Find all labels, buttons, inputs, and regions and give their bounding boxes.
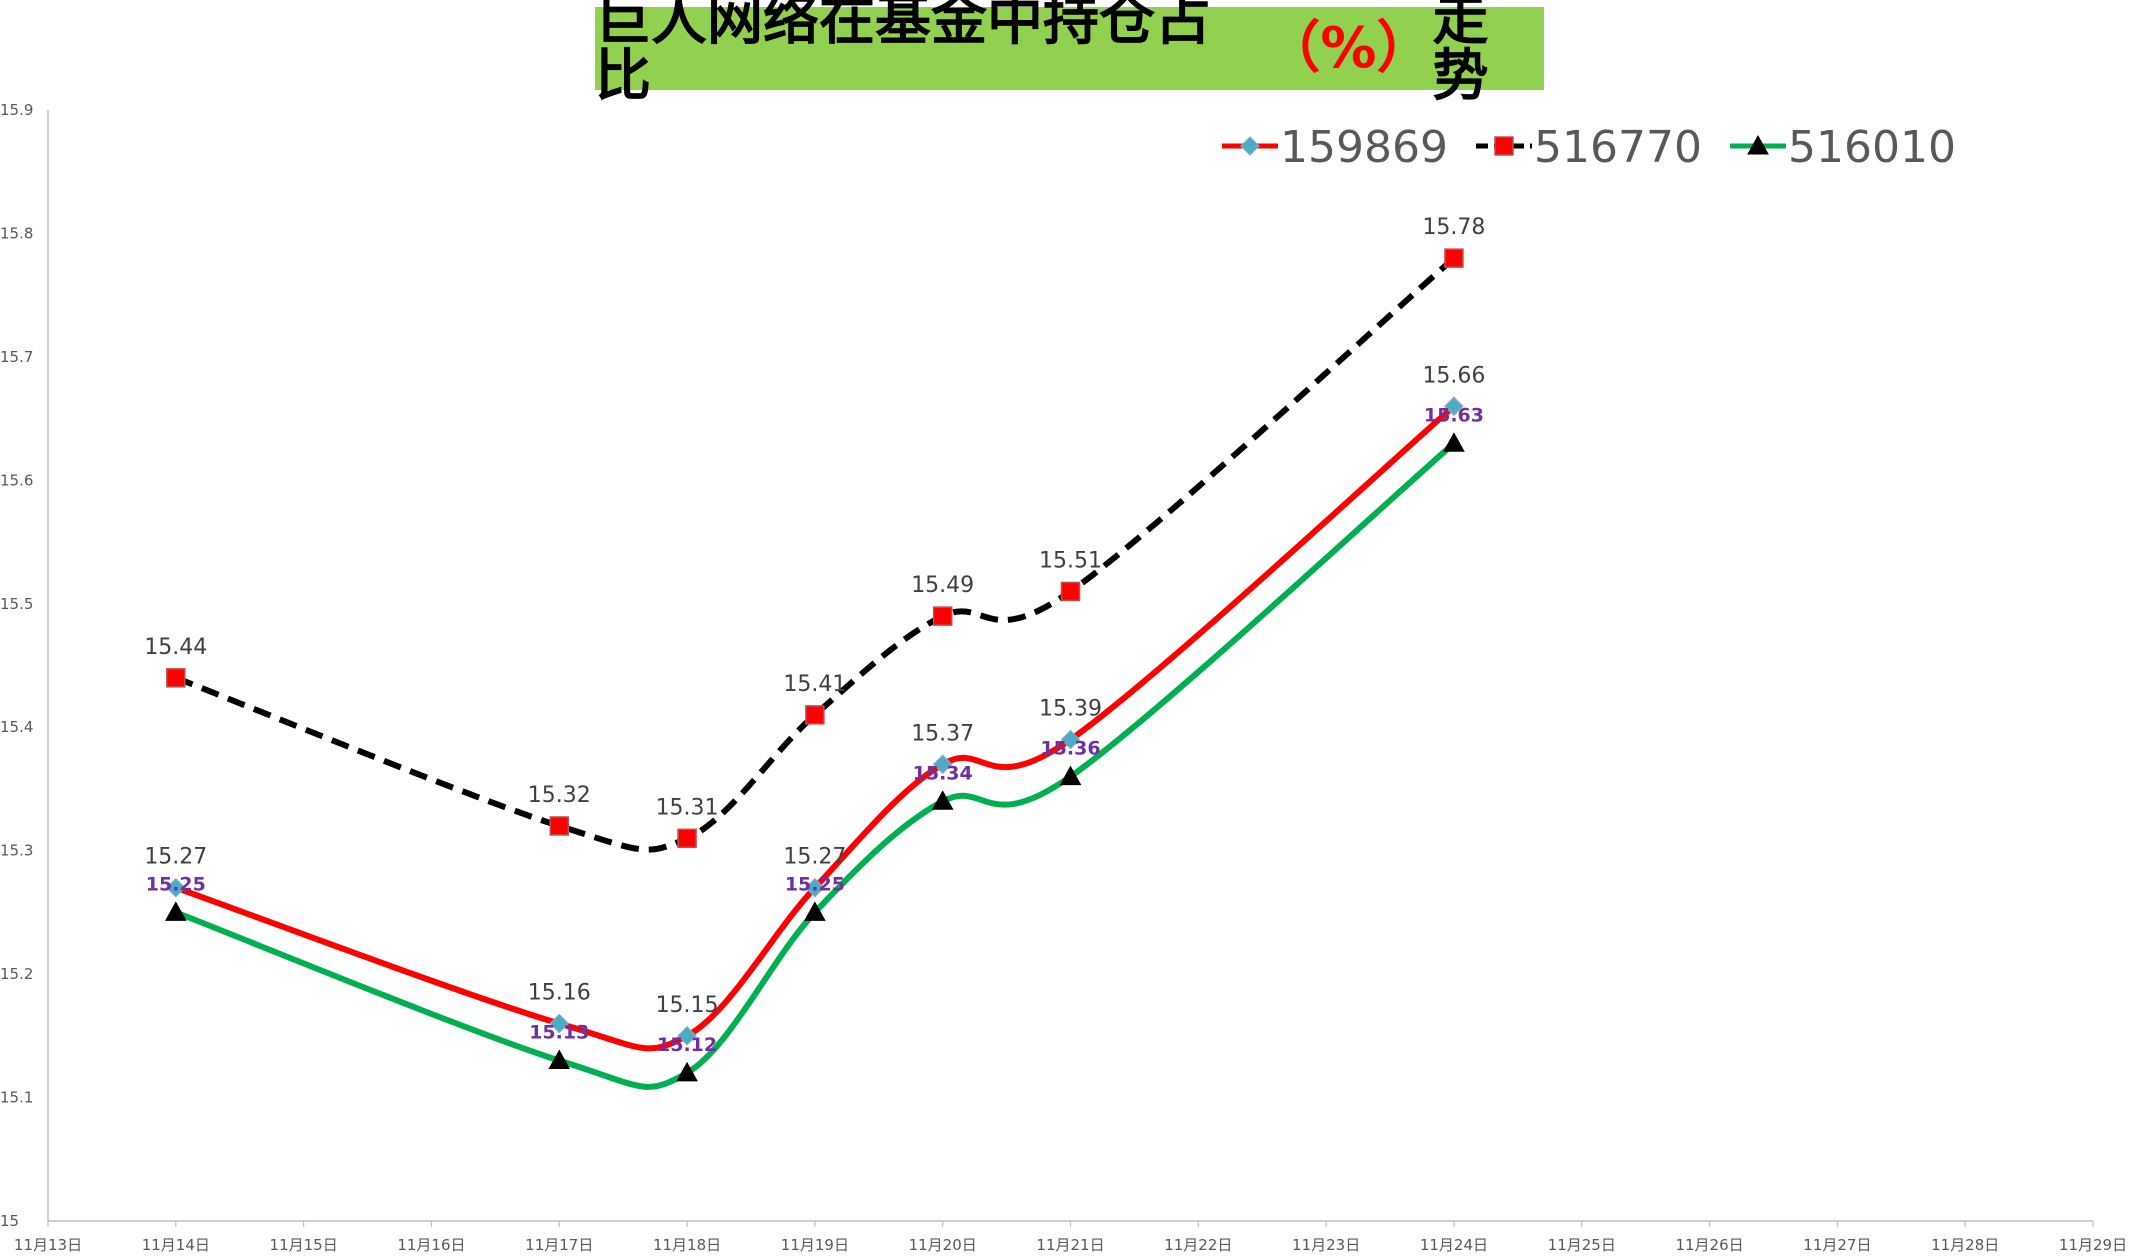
marker-516770 xyxy=(805,705,825,725)
chart-title-unit: （%） xyxy=(1264,15,1433,81)
x-tick-label: 11月20日 xyxy=(909,1236,977,1254)
y-tick-label: 15 xyxy=(0,1212,19,1230)
data-label-516770: 15.44 xyxy=(144,635,207,660)
y-tick-label: 15.1 xyxy=(0,1089,33,1107)
x-tick-label: 11月18日 xyxy=(653,1236,721,1254)
series-line-516010 xyxy=(172,440,1457,1090)
legend-label-159869: 159869 xyxy=(1280,122,1448,173)
marker-516770 xyxy=(677,828,697,849)
x-tick-label: 11月17日 xyxy=(525,1236,593,1254)
data-label-516770: 15.78 xyxy=(1422,215,1485,240)
data-label-516010: 15.13 xyxy=(529,1022,589,1044)
marker-516770 xyxy=(166,668,186,688)
series-markers xyxy=(164,248,1465,1082)
data-label-159869: 15.27 xyxy=(783,845,846,870)
x-tick-label: 11月26日 xyxy=(1675,1236,1743,1254)
y-tick-label: 15.4 xyxy=(0,718,33,736)
x-tick-label: 11月24日 xyxy=(1420,1236,1488,1254)
legend-marker-159869 xyxy=(1240,136,1260,156)
data-label-159869: 15.15 xyxy=(656,993,719,1018)
x-tick-label: 11月23日 xyxy=(1292,1236,1360,1254)
data-label-516010: 15.63 xyxy=(1424,404,1484,426)
data-label-159869: 15.27 xyxy=(144,845,207,870)
data-label-159869: 15.16 xyxy=(528,980,591,1005)
x-tick-label: 11月27日 xyxy=(1803,1236,1871,1254)
legend-label-516770: 516770 xyxy=(1534,122,1702,173)
data-label-516770: 15.41 xyxy=(783,672,846,697)
data-label-516010: 15.25 xyxy=(785,873,845,895)
x-tick-label: 11月13日 xyxy=(14,1236,82,1254)
marker-516770 xyxy=(1444,248,1464,268)
y-tick-label: 15.5 xyxy=(0,595,33,613)
y-tick-label: 15.7 xyxy=(0,348,33,366)
data-label-516010: 15.36 xyxy=(1040,738,1100,760)
series-line-159869 xyxy=(172,403,1457,1052)
marker-159869 xyxy=(1444,396,1464,417)
data-label-516770: 15.31 xyxy=(656,795,719,820)
data-label-516770: 15.51 xyxy=(1039,548,1102,573)
y-tick-label: 15.3 xyxy=(0,842,33,860)
x-tick-label: 11月28日 xyxy=(1931,1236,1999,1254)
data-label-159869: 15.66 xyxy=(1422,363,1485,388)
marker-516770 xyxy=(1060,581,1081,602)
data-labels: 15.27 15.16 15.15 15.27 15.37 15.39 15.66 15.44… xyxy=(144,215,1485,1056)
marker-516770 xyxy=(549,816,569,836)
x-tick-label: 11月16日 xyxy=(397,1236,465,1254)
marker-516010 xyxy=(548,1049,571,1070)
x-tick-label: 11月25日 xyxy=(1548,1236,1616,1254)
chart-legend: 159869 516770 516010 xyxy=(1222,122,1956,173)
data-label-516770: 15.32 xyxy=(528,783,591,808)
x-tick-label: 11月15日 xyxy=(270,1236,338,1254)
x-tick-label: 11月14日 xyxy=(142,1236,210,1254)
y-tick-label: 15.9 xyxy=(0,101,33,119)
marker-159869 xyxy=(165,877,186,898)
data-label-516770: 15.49 xyxy=(911,573,974,598)
data-label-159869: 15.37 xyxy=(911,721,974,746)
marker-516010 xyxy=(676,1061,698,1082)
data-label-516010: 15.25 xyxy=(146,873,206,895)
y-tick-label: 15.8 xyxy=(0,224,33,242)
chart-title-main: 巨人网络在基金中持仓占比 xyxy=(595,0,1211,109)
data-label-516010: 15.12 xyxy=(657,1034,717,1056)
marker-159869 xyxy=(677,1025,697,1046)
data-label-516010: 15.34 xyxy=(913,762,973,784)
legend-marker-516010 xyxy=(1747,134,1769,155)
marker-516010 xyxy=(1059,765,1082,786)
x-tick-label: 11月29日 xyxy=(2059,1236,2127,1254)
x-tick-label: 11月21日 xyxy=(1036,1236,1104,1254)
series-line-516770 xyxy=(174,255,1456,853)
marker-516010 xyxy=(164,901,187,921)
marker-516770 xyxy=(932,606,953,626)
marker-516010 xyxy=(931,790,954,810)
marker-159869 xyxy=(805,877,825,898)
legend-marker-516770 xyxy=(1494,136,1514,156)
marker-159869 xyxy=(932,754,953,775)
chart-title: 巨人网络在基金中持仓占比 （%） 走势 xyxy=(595,0,1544,104)
chart-title-end: 走势 xyxy=(1432,0,1489,109)
marker-516010 xyxy=(1443,432,1465,452)
marker-159869 xyxy=(549,1013,570,1034)
data-label-159869: 15.39 xyxy=(1039,697,1102,722)
y-tick-label: 15.2 xyxy=(0,965,33,983)
chart-axes: 15 15.1 15.2 15.3 15.4 15.5 15.6 15.7 15.8 15.9 11… xyxy=(0,101,2127,1254)
y-tick-label: 15.6 xyxy=(0,471,33,489)
legend-label-516010: 516010 xyxy=(1788,122,1956,173)
x-tick-label: 11月22日 xyxy=(1164,1236,1232,1254)
x-tick-label: 11月19日 xyxy=(781,1236,849,1254)
marker-159869 xyxy=(1060,729,1081,750)
marker-516010 xyxy=(804,901,826,921)
